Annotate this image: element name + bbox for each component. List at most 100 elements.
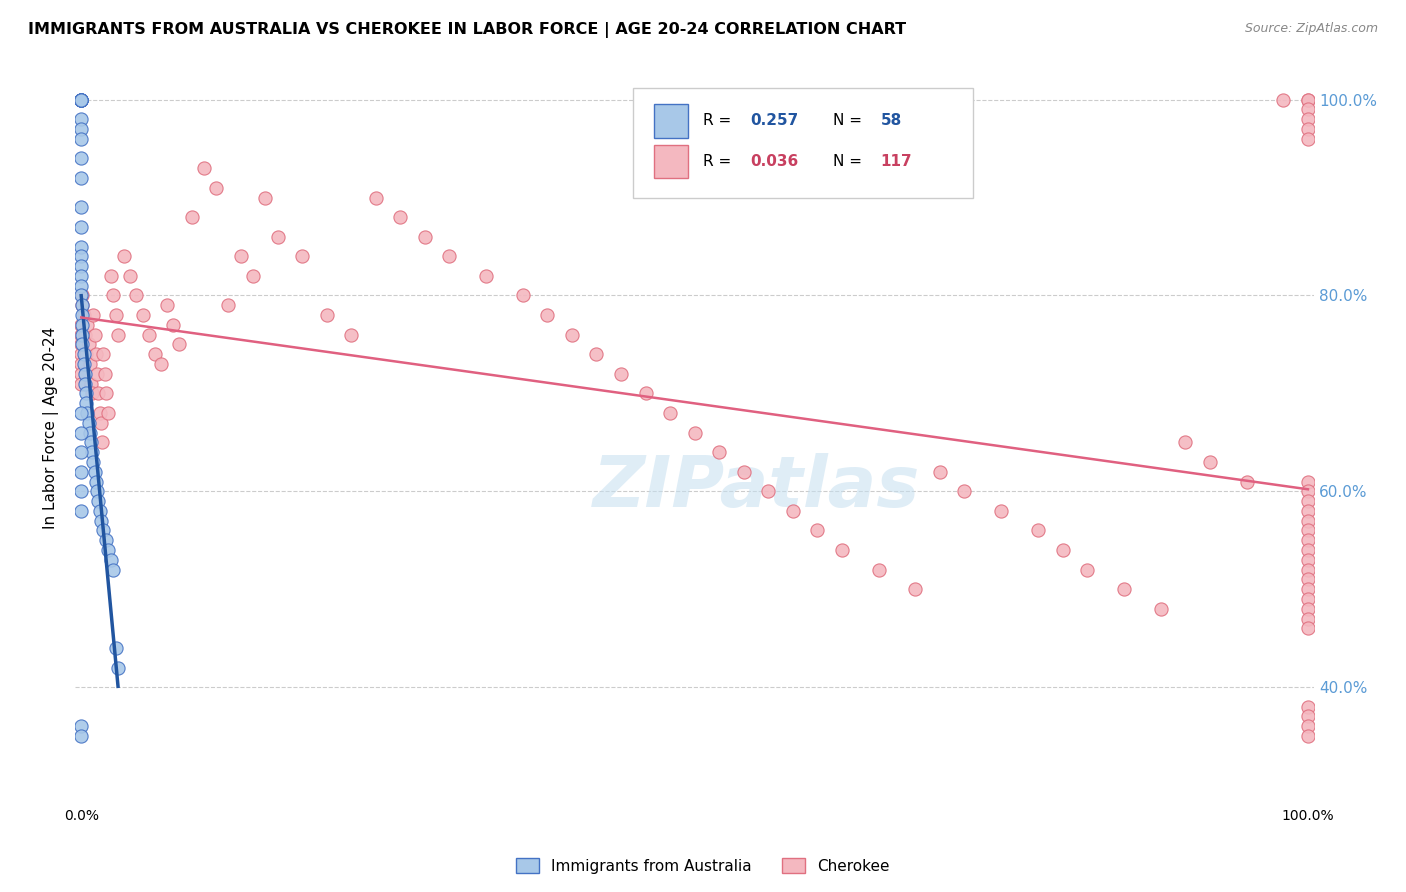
Point [1296,524,1319,538]
Bar [654,145,689,178]
Point [291,249,314,263]
Point [97,406,120,420]
Point [91,524,114,538]
Point [82,386,104,401]
Point [1296,514,1319,528]
Point [75,386,97,401]
Point [75,396,97,410]
Point [87,494,110,508]
FancyBboxPatch shape [633,88,973,198]
Point [73,357,96,371]
Point [439,249,461,263]
Point [91,435,114,450]
Point [634,386,657,401]
Point [70,152,93,166]
Point [76,406,98,420]
Text: IMMIGRANTS FROM AUSTRALIA VS CHEROKEE IN LABOR FORCE | AGE 20-24 CORRELATION CHA: IMMIGRANTS FROM AUSTRALIA VS CHEROKEE IN… [28,22,907,38]
Point [104,308,127,322]
Point [84,347,107,361]
Point [93,367,115,381]
Point [1296,573,1319,587]
Point [70,406,93,420]
Point [82,455,104,469]
Point [180,210,202,224]
Point [72,327,94,342]
Point [806,524,828,538]
Point [1296,621,1319,635]
Point [72,288,94,302]
Point [1296,709,1319,723]
Point [83,327,105,342]
Point [72,298,94,312]
Point [70,367,93,381]
Text: 58: 58 [880,113,901,128]
Point [70,93,93,107]
Point [756,484,779,499]
Text: 0.257: 0.257 [751,113,799,128]
Point [1272,93,1295,107]
Point [101,288,124,302]
Point [91,347,114,361]
Text: ZIPatlas: ZIPatlas [593,453,920,523]
Point [315,308,337,322]
Point [683,425,706,440]
Point [1296,93,1319,107]
Text: N =: N = [834,113,868,128]
Point [70,347,93,361]
Point [831,543,853,558]
Point [782,504,804,518]
Point [72,308,94,322]
Point [193,161,215,176]
Point [70,132,93,146]
Point [733,465,755,479]
Point [1296,699,1319,714]
Point [904,582,927,597]
Point [70,93,93,107]
Point [340,327,363,342]
Point [72,337,94,351]
Point [1296,494,1319,508]
Point [1052,543,1074,558]
Point [90,514,112,528]
Point [70,729,93,743]
Point [536,308,558,322]
Point [1296,611,1319,625]
Point [610,367,633,381]
Point [242,268,264,283]
Point [80,435,103,450]
Point [70,465,93,479]
Point [73,347,96,361]
Point [76,318,98,332]
Point [1296,719,1319,733]
Point [1296,563,1319,577]
Text: Source: ZipAtlas.com: Source: ZipAtlas.com [1244,22,1378,36]
Point [254,190,277,204]
Point [156,298,179,312]
Point [70,719,93,733]
Point [86,484,108,499]
Point [413,229,436,244]
Point [70,219,93,234]
Point [107,327,129,342]
Point [70,93,93,107]
Point [86,367,108,381]
Point [73,376,96,391]
Point [162,318,184,332]
Point [389,210,412,224]
Text: N =: N = [834,154,868,169]
Point [70,357,93,371]
Point [266,229,288,244]
Point [70,93,93,107]
Point [512,288,534,302]
Point [70,122,93,136]
Point [94,533,117,548]
Point [77,337,100,351]
Point [1296,93,1319,107]
Point [1296,543,1319,558]
Point [70,318,93,332]
Text: R =: R = [703,154,737,169]
Point [97,543,120,558]
Point [929,465,952,479]
Point [112,249,135,263]
Point [73,308,96,322]
